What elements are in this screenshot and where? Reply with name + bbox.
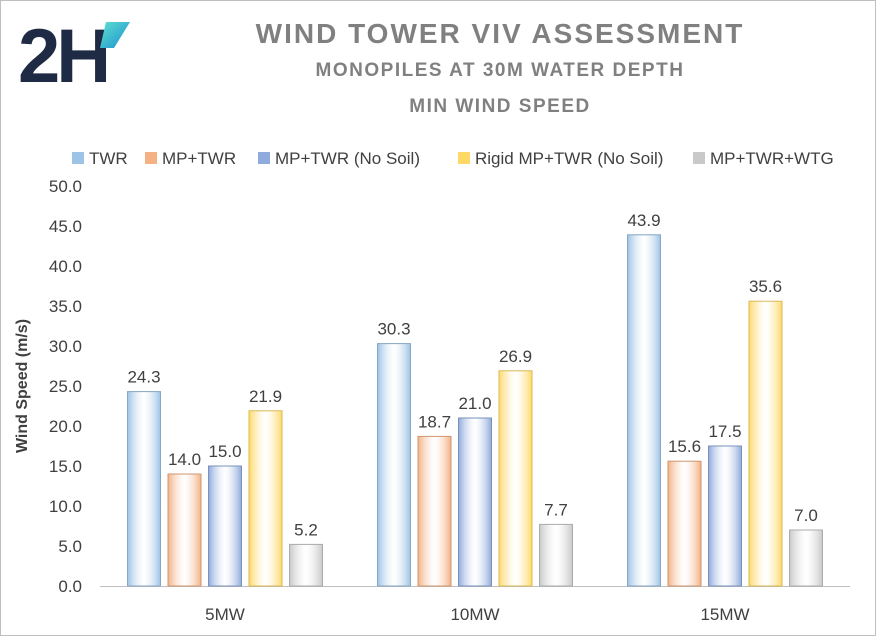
bar-5MW-4 xyxy=(289,543,323,587)
data-label: 15.6 xyxy=(668,437,701,456)
chart-subtitle: MONOPILES AT 30M WATER DEPTH xyxy=(315,60,685,81)
bar-10MW-1 xyxy=(417,435,452,587)
legend-swatch-0 xyxy=(72,152,84,164)
chart-titles: WIND TOWER VIV ASSESSMENT MONOPILES AT 3… xyxy=(130,16,870,122)
y-tick-label: 15.0 xyxy=(49,457,82,476)
data-label: 15.0 xyxy=(208,442,241,461)
bar-5MW-3 xyxy=(248,410,283,587)
y-axis-label: Wind Speed (m/s) xyxy=(14,319,31,453)
bar-10MW-0 xyxy=(377,343,411,587)
legend-label-4: MP+TWR+WTG xyxy=(710,149,834,168)
bar-15MW-3 xyxy=(748,300,783,587)
legend-swatch-3 xyxy=(458,152,470,164)
company-logo: 2H xyxy=(18,18,130,88)
data-label: 5.2 xyxy=(294,520,318,539)
svg-text:2H: 2H xyxy=(18,18,107,88)
bar-15MW-2 xyxy=(708,445,742,587)
chart-subtitle-2: MIN WIND SPEED xyxy=(409,96,591,117)
data-label: 17.5 xyxy=(708,422,741,441)
data-label: 30.3 xyxy=(377,320,410,339)
bar-5MW-1 xyxy=(167,473,202,587)
y-tick-label: 10.0 xyxy=(49,497,82,516)
data-label: 21.9 xyxy=(249,387,282,406)
bar-5MW-0 xyxy=(127,391,161,587)
data-label: 21.0 xyxy=(458,394,491,413)
chart-title: WIND TOWER VIV ASSESSMENT xyxy=(255,18,745,49)
bar-15MW-4 xyxy=(789,529,823,587)
data-label: 43.9 xyxy=(627,211,660,230)
y-tick-label: 0.0 xyxy=(58,577,82,596)
y-tick-label: 25.0 xyxy=(49,377,82,396)
y-tick-label: 5.0 xyxy=(58,537,82,556)
data-label: 26.9 xyxy=(499,347,532,366)
data-label: 7.7 xyxy=(544,500,568,519)
legend-label-0: TWR xyxy=(89,149,128,168)
bar-15MW-0 xyxy=(627,234,661,587)
data-label: 18.7 xyxy=(418,412,451,431)
bar-15MW-1 xyxy=(667,460,702,587)
y-tick-label: 20.0 xyxy=(49,417,82,436)
legend-label-2: MP+TWR (No Soil) xyxy=(275,149,420,168)
data-label: 7.0 xyxy=(794,506,818,525)
y-tick-label: 30.0 xyxy=(49,337,82,356)
y-tick-label: 45.0 xyxy=(49,217,82,236)
x-tick-label: 5MW xyxy=(205,605,245,624)
data-label: 14.0 xyxy=(168,450,201,469)
y-tick-label: 50.0 xyxy=(49,177,82,196)
x-tick-label: 15MW xyxy=(700,605,749,624)
data-label: 24.3 xyxy=(127,368,160,387)
bar-10MW-3 xyxy=(498,370,533,587)
legend-swatch-2 xyxy=(258,152,270,164)
data-label: 35.6 xyxy=(749,277,782,296)
bar-10MW-4 xyxy=(539,523,573,587)
bar-10MW-2 xyxy=(458,417,492,587)
legend-swatch-1 xyxy=(145,152,157,164)
y-tick-label: 40.0 xyxy=(49,257,82,276)
y-tick-label: 35.0 xyxy=(49,297,82,316)
legend-swatch-4 xyxy=(693,152,705,164)
legend-label-1: MP+TWR xyxy=(162,149,236,168)
bar-5MW-2 xyxy=(208,465,242,587)
legend-label-3: Rigid MP+TWR (No Soil) xyxy=(475,149,663,168)
x-tick-label: 10MW xyxy=(450,605,499,624)
